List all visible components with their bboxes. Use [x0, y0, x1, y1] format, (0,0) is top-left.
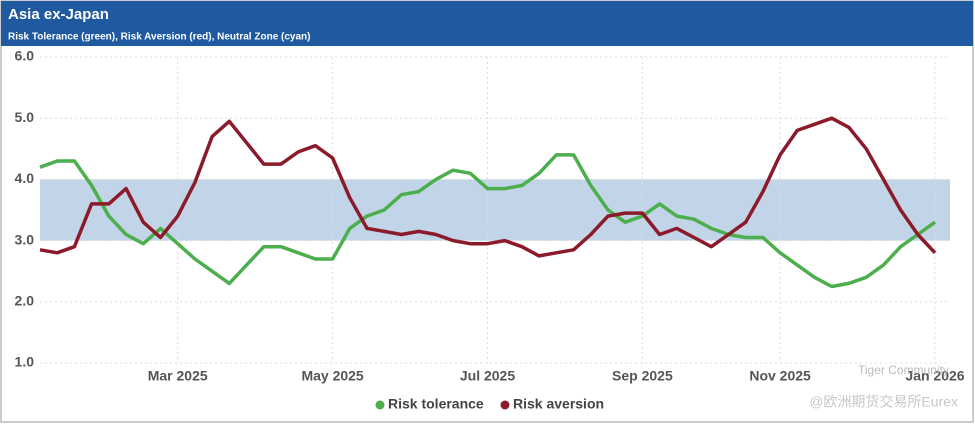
- y-tick-label: 4.0: [15, 170, 35, 186]
- x-tick-label: Jul 2025: [460, 368, 515, 384]
- y-tick-label: 3.0: [15, 231, 35, 247]
- legend-marker: [375, 400, 385, 410]
- y-tick-label: 2.0: [15, 293, 35, 309]
- x-tick-label: Nov 2025: [749, 368, 811, 384]
- y-tick-label: 1.0: [15, 354, 35, 370]
- x-tick-label: May 2025: [301, 368, 363, 384]
- x-tick-label: Jan 2026: [905, 368, 964, 384]
- chart-subtitle: Risk Tolerance (green), Risk Aversion (r…: [8, 32, 311, 43]
- header: [1, 1, 973, 46]
- y-tick-label: 6.0: [15, 48, 35, 64]
- legend-label: Risk aversion: [513, 396, 604, 412]
- x-tick-label: Sep 2025: [612, 368, 673, 384]
- y-tick-label: 5.0: [15, 109, 35, 125]
- x-tick-label: Mar 2025: [148, 368, 208, 384]
- watermark: Tiger Community: [858, 363, 949, 377]
- chart-title: Asia ex-Japan: [8, 6, 109, 23]
- legend-marker: [500, 400, 510, 410]
- series-line: [39, 116, 937, 258]
- legend-label: Risk tolerance: [388, 396, 484, 412]
- series-line: [39, 153, 937, 289]
- watermark: @欧洲期货交易所Eurex: [809, 394, 958, 410]
